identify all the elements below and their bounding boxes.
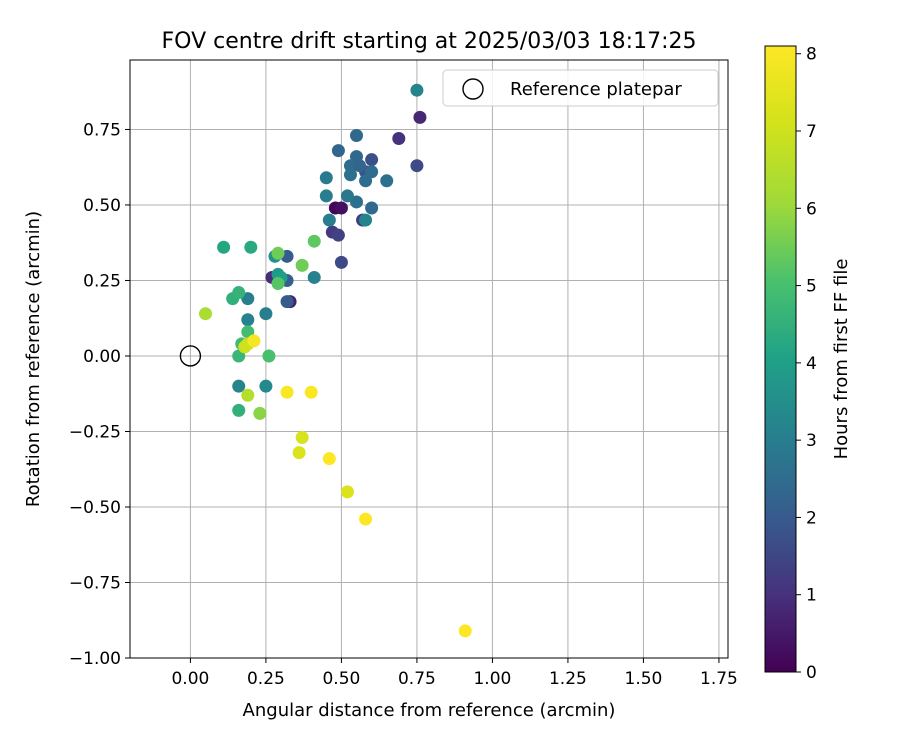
x-tick-label: 0.50 [322,669,360,689]
colorbar-label: Hours from first FF file [831,259,852,460]
x-tick-label: 0.25 [247,669,285,689]
x-tick-label: 1.25 [549,669,587,689]
data-point [322,452,336,466]
reference-platepar-marker [179,345,202,367]
grid [130,60,728,659]
data-point [259,379,273,393]
data-point [241,313,255,327]
data-point [217,240,231,254]
legend: Reference platepar [442,69,719,107]
colorbar-tick-label: 4 [806,354,817,374]
reference-layer [179,345,202,367]
data-point [271,246,285,260]
data-point [292,446,306,460]
colorbar-tick-label: 1 [806,586,817,606]
data-point [365,201,379,215]
data-point [247,334,261,348]
data-points [199,83,472,638]
data-point [319,171,333,185]
x-tick-label: 1.50 [625,669,663,689]
legend-box [442,69,719,107]
colorbar-tick-label: 3 [806,431,817,451]
x-tick-label: 1.75 [700,669,738,689]
legend-entry-label: Reference platepar [510,79,682,100]
y-tick-label: −0.50 [69,498,121,518]
colorbar: 0 1 2 3 4 5 6 7 8 Hours from first FF file [764,45,852,683]
y-tick-label: −0.75 [69,573,121,593]
plot-frame [129,59,729,659]
data-point [334,255,348,269]
data-point [331,228,345,242]
colorbar-tick-label: 8 [806,45,817,65]
data-point [334,201,348,215]
data-point [232,286,246,300]
y-axis-ticks: −1.00 −0.75 −0.50 −0.25 0.00 0.25 0.50 0.75 [69,120,130,669]
colorbar-tick-label: 2 [806,508,817,528]
y-tick-label: −1.00 [69,649,121,669]
data-point [307,270,321,284]
data-point [359,213,373,227]
data-point [322,213,336,227]
data-point [353,159,367,173]
colorbar-tick-label: 0 [806,663,817,683]
data-point [232,403,246,417]
colorbar-tick-label: 5 [806,277,817,297]
data-point [280,385,294,399]
data-point [241,388,255,402]
data-point [232,379,246,393]
x-axis-ticks: 0.00 0.25 0.50 0.75 1.00 1.25 1.50 1.75 [171,658,738,689]
data-point [340,485,354,499]
data-point [304,385,318,399]
data-point [350,129,364,143]
data-point [410,159,424,173]
data-point [271,276,285,290]
data-point [458,624,472,638]
data-point [359,174,373,188]
data-point [295,258,309,272]
colorbar-gradient [764,45,797,673]
data-point [244,240,258,254]
data-point [331,144,345,158]
data-point [295,431,309,445]
data-point [280,295,294,309]
data-point [253,406,267,420]
y-tick-label: −0.25 [69,422,121,442]
chart-title: FOV centre drift starting at 2025/03/03 … [162,29,697,54]
data-point [380,174,394,188]
data-point [199,307,213,321]
x-tick-label: 0.75 [398,669,436,689]
data-point [319,189,333,203]
data-point [259,307,273,321]
colorbar-tick-label: 7 [806,122,817,142]
data-point [359,512,373,526]
data-point [343,168,357,182]
colorbar-tick-label: 6 [806,199,817,219]
x-axis-label: Angular distance from reference (arcmin) [243,700,616,721]
y-tick-label: 0.25 [83,271,121,291]
y-tick-label: 0.75 [83,120,121,140]
data-point [262,349,276,363]
y-tick-label: 0.50 [83,196,121,216]
x-tick-label: 1.00 [473,669,511,689]
data-point [307,234,321,248]
y-tick-label: 0.00 [83,347,121,367]
data-point [343,159,357,173]
data-point [392,132,406,146]
legend-marker-open-circle-icon [462,78,484,100]
colorbar-ticks: 0 1 2 3 4 5 6 7 8 [796,45,817,683]
data-point [365,153,379,167]
x-tick-label: 0.00 [171,669,209,689]
data-point [410,83,424,97]
y-axis-label: Rotation from reference (arcmin) [23,211,44,507]
data-point [340,189,354,203]
data-point [413,110,427,124]
